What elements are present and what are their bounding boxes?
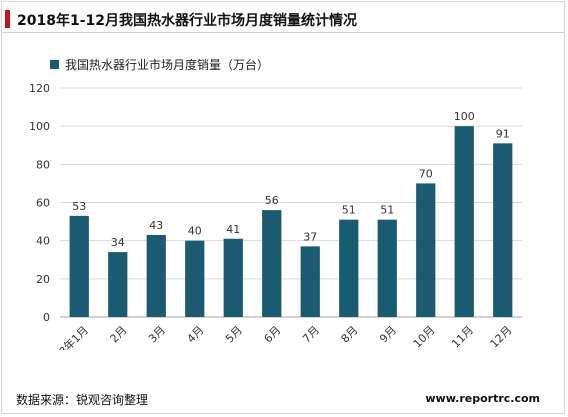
y-tick-label: 120 [29, 82, 50, 95]
x-tick-label: 10月 [411, 324, 438, 350]
data-label: 43 [149, 219, 163, 232]
x-tick-label: 2018年1月 [41, 323, 91, 350]
x-tick-label: 9月 [377, 324, 399, 346]
y-tick-label: 20 [36, 273, 50, 286]
data-source-note: 数据来源：锐观咨询整理 [16, 393, 149, 407]
bar [339, 219, 359, 317]
data-label: 37 [303, 230, 317, 243]
data-label: 51 [380, 204, 394, 217]
data-label: 56 [265, 194, 279, 207]
data-label: 100 [454, 110, 475, 123]
data-label: 70 [419, 167, 433, 180]
y-tick-label: 40 [36, 235, 50, 248]
y-tick-label: 80 [36, 158, 50, 171]
bar [108, 252, 128, 317]
y-tick-label: 60 [36, 197, 50, 210]
x-tick-label: 3月 [146, 324, 168, 346]
x-tick-label: 4月 [185, 324, 207, 346]
page-title: 2018年1-12月我国热水器行业市场月度销量统计情况 [17, 13, 357, 29]
bar-chart: 0 20 40 60 80 100 120 53 2018年1月 34 2月 43 3月 40 4月 41 5月… [29, 82, 522, 350]
bar [416, 183, 436, 317]
bar [300, 246, 320, 317]
legend-label: 我国热水器行业市场月度销量（万台） [65, 58, 270, 72]
website-url: www.reportrc.com [425, 392, 540, 405]
data-label: 40 [188, 225, 202, 238]
bar [146, 234, 166, 317]
x-tick-label: 7月 [300, 324, 322, 346]
bar [454, 126, 474, 318]
data-label: 34 [111, 236, 125, 249]
bar [223, 238, 243, 317]
chart-legend: 我国热水器行业市场月度销量（万台） [50, 54, 269, 73]
x-tick-label: 2月 [108, 324, 130, 346]
bar [185, 240, 205, 317]
data-label: 41 [226, 223, 240, 236]
data-label: 53 [72, 200, 86, 213]
y-tick-label: 0 [43, 311, 50, 324]
bar [377, 219, 397, 317]
x-tick-label: 11月 [449, 324, 476, 350]
title-bar: 2018年1-12月我国热水器行业市场月度销量统计情况 [2, 4, 562, 30]
y-tick-label: 100 [29, 120, 50, 133]
legend-swatch [50, 60, 59, 69]
bar [69, 215, 89, 317]
x-tick-label: 12月 [488, 324, 515, 350]
bar [262, 210, 282, 317]
data-label: 91 [496, 127, 510, 140]
data-label: 51 [342, 204, 356, 217]
x-tick-label: 5月 [223, 324, 245, 346]
title-divider [2, 32, 564, 33]
title-accent-bar [5, 10, 10, 28]
x-tick-label: 8月 [339, 324, 361, 346]
x-tick-label: 6月 [262, 324, 284, 346]
bar [493, 143, 513, 317]
